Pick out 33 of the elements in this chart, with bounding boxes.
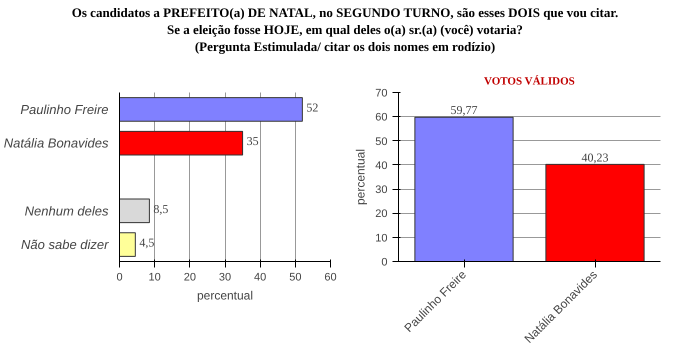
data-label: 40,23 bbox=[582, 150, 608, 164]
x-axis-title: percentual bbox=[196, 288, 254, 302]
x-tick-label: 30 bbox=[218, 272, 232, 284]
data-label: 59,77 bbox=[450, 103, 478, 118]
data-label: 4,5 bbox=[139, 236, 154, 250]
bar bbox=[120, 232, 136, 257]
y-axis-title: percentual bbox=[353, 148, 368, 206]
y-tick-label: Paulinho Freire bbox=[20, 102, 108, 117]
data-label: 52 bbox=[306, 100, 318, 114]
y-tick-label: 30 bbox=[375, 184, 388, 196]
x-tick-label: 50 bbox=[289, 272, 302, 284]
bar bbox=[120, 130, 244, 156]
y-tick-label: 0 bbox=[381, 256, 388, 268]
chart-title: Os candidatos a PREFEITO(a) DE NATAL, no SEGUNDO TURNO, são esses DOIS que vou citar. Se a eleição fosse HOJE, em qual deles o(a) sr.(a) (você) votaria? (Pergunta Estimulada/ citar os dois nomes em rodízio) bbox=[72, 5, 618, 56]
data-label: 35 bbox=[246, 134, 259, 148]
bar bbox=[120, 198, 150, 224]
y-tick-label: Natália Bonavides bbox=[4, 136, 109, 151]
x-tick-label: 40 bbox=[254, 272, 266, 284]
x-tick-label: 60 bbox=[324, 272, 337, 284]
x-tick-label: 0 bbox=[116, 272, 123, 284]
y-tick-label: 10 bbox=[375, 232, 388, 244]
y-tick-label: 60 bbox=[375, 112, 388, 124]
y-tick-label: Não sabe dizer bbox=[21, 237, 110, 252]
y-tick-label: 40 bbox=[375, 160, 388, 172]
bar bbox=[120, 97, 303, 122]
chart-title: VOTOS VÁLIDOS bbox=[484, 74, 575, 88]
x-tick-label: 20 bbox=[184, 272, 196, 284]
y-tick-label: 50 bbox=[375, 136, 388, 148]
y-tick-label: 70 bbox=[375, 88, 388, 100]
data-label: 8,5 bbox=[153, 202, 168, 216]
x-tick-label: 10 bbox=[148, 272, 161, 284]
y-tick-label: 20 bbox=[375, 208, 388, 220]
y-tick-label: Nenhum deles bbox=[24, 203, 109, 218]
